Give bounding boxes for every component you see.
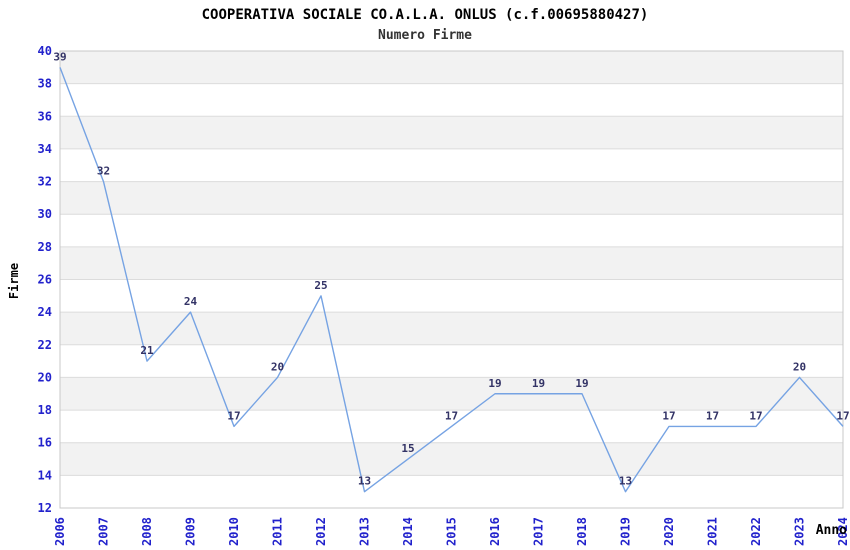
x-tick-label: 2013	[358, 517, 372, 546]
data-point-label: 17	[836, 409, 849, 422]
x-tick-label: 2022	[749, 517, 763, 546]
y-tick-label: 30	[38, 207, 52, 221]
chart-title: COOPERATIVA SOCIALE CO.A.L.A. ONLUS (c.f…	[201, 7, 649, 23]
plot-border	[59, 50, 844, 509]
data-point-label: 20	[793, 360, 806, 373]
x-tick-label: 2011	[271, 517, 285, 546]
data-point-label: 13	[358, 475, 371, 488]
y-tick-label: 38	[38, 77, 52, 91]
y-tick-label: 12	[38, 501, 52, 515]
x-axis-title: Anno	[815, 523, 847, 538]
y-tick-label: 26	[38, 273, 52, 287]
grid-band	[60, 377, 843, 411]
y-tick-label: 34	[38, 142, 52, 156]
x-tick-label: 2020	[662, 517, 676, 546]
data-point-label: 13	[619, 475, 632, 488]
grid-band	[60, 51, 843, 84]
x-tick-label: 2023	[793, 517, 807, 546]
y-tick-label: 24	[38, 305, 52, 319]
grid-band	[60, 116, 843, 149]
data-point-label: 19	[488, 377, 501, 390]
x-tick-label: 2024	[836, 517, 850, 546]
chart-line	[59, 67, 844, 493]
x-tick-label: 2016	[488, 517, 502, 546]
y-tick-label: 18	[38, 403, 52, 417]
data-point-label: 17	[445, 409, 458, 422]
y-tick-label: 40	[38, 44, 52, 58]
y-tick-label: 28	[38, 240, 52, 254]
data-point-label: 25	[314, 279, 327, 292]
y-tick-label: 32	[38, 175, 52, 189]
x-tick-label: 2017	[532, 517, 546, 546]
chart-subtitle: Numero Firme	[378, 28, 472, 43]
x-tick-label: 2006	[53, 517, 67, 546]
x-tick-label: 2014	[401, 517, 415, 546]
y-tick-label: 20	[38, 370, 52, 384]
data-point-label: 17	[749, 409, 762, 422]
y-tick-label: 16	[38, 436, 52, 450]
data-point-label: 15	[401, 442, 414, 455]
y-tick-label: 14	[38, 468, 52, 482]
x-tick-label: 2012	[314, 517, 328, 546]
x-tick-label: 2021	[706, 517, 720, 546]
data-point-label: 21	[140, 344, 154, 357]
y-axis-title: Firme	[7, 262, 21, 300]
grid-band	[60, 312, 843, 345]
x-tick-label: 2019	[619, 517, 633, 546]
data-point-label: 19	[532, 377, 545, 390]
data-point-label: 17	[227, 409, 240, 422]
data-point-label: 32	[97, 165, 110, 178]
x-tick-label: 2018	[575, 517, 589, 546]
x-tick-label: 2009	[184, 517, 198, 546]
x-tick-label: 2008	[140, 517, 154, 546]
data-point-label: 20	[271, 360, 284, 373]
x-tick-label: 2010	[227, 517, 241, 546]
data-point-label: 17	[662, 409, 675, 422]
x-tick-label: 2007	[97, 517, 111, 546]
data-point-label: 17	[706, 409, 719, 422]
y-tick-label: 36	[38, 109, 52, 123]
data-point-label: 39	[53, 50, 66, 63]
grid-band	[60, 181, 843, 215]
grid-band	[60, 246, 843, 280]
data-point-label: 19	[575, 377, 588, 390]
y-tick-label: 22	[38, 338, 52, 352]
data-point-label: 24	[184, 295, 198, 308]
grid-band	[60, 442, 843, 476]
x-tick-label: 2015	[445, 517, 459, 546]
